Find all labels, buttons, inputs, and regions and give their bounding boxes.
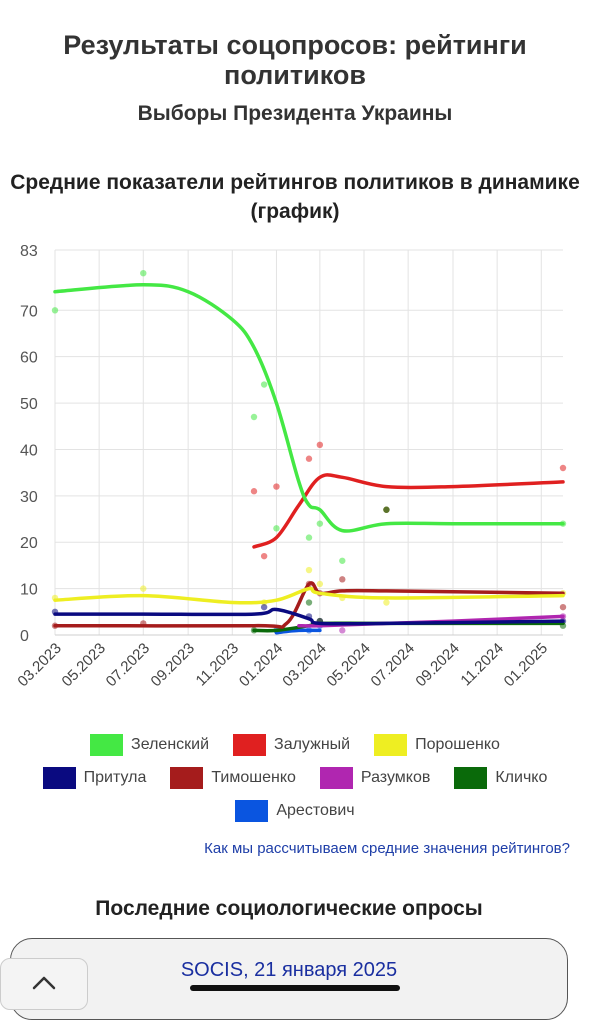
scroll-top-button[interactable] (0, 958, 88, 1010)
home-indicator (190, 985, 400, 991)
data-point (316, 580, 324, 588)
legend-label: Зеленский (131, 735, 210, 753)
series-line (274, 628, 322, 635)
x-tick-label: 05.2023 (59, 640, 109, 690)
x-tick-label: 09.2023 (148, 640, 198, 690)
data-point (250, 413, 258, 421)
legend-row: Арестович (0, 794, 590, 827)
x-tick-label: 09.2024 (412, 640, 462, 690)
legend-item[interactable]: Залужный (233, 733, 351, 756)
data-point (339, 627, 346, 634)
legend-item[interactable]: Арестович (235, 799, 355, 822)
data-point (305, 599, 313, 606)
legend-label: Залужный (274, 735, 351, 753)
legend-item[interactable]: Зеленский (90, 733, 210, 756)
x-tick-label: 03.2024 (279, 640, 329, 690)
y-tick-label: 10 (20, 582, 38, 599)
data-point (339, 576, 346, 583)
method-link[interactable]: Как мы рассчитываем средние значения рей… (204, 840, 570, 857)
latest-polls-title: Последние социологические опросы (95, 897, 483, 920)
legend-item[interactable]: Кличко (454, 766, 548, 789)
series-line (53, 586, 565, 605)
x-tick-label: 11.2024 (457, 640, 507, 690)
rating-line-chart: 0102030405060708303.202305.202307.202309… (14, 243, 567, 690)
data-point (305, 566, 313, 574)
x-tick-label: 01.2024 (236, 640, 286, 690)
cut-off-top-text (2, 0, 32, 4)
data-point (273, 483, 280, 490)
legend-item[interactable]: Притула (42, 766, 147, 789)
legend-item[interactable]: Тимошенко (170, 766, 296, 789)
legend-swatch (90, 733, 124, 756)
legend-label: Тимошенко (211, 768, 296, 786)
legend-label: Разумков (360, 768, 431, 786)
legend-row: Зеленский Залужный Порошенко (0, 728, 590, 761)
data-point (316, 520, 324, 527)
data-point (140, 269, 147, 277)
data-point (559, 603, 567, 611)
series-line (53, 581, 565, 629)
x-tick-label: 07.2024 (368, 640, 418, 690)
series-line (53, 283, 565, 533)
chart-section-title: Средние показатели рейтингов политиков в… (10, 171, 580, 223)
legend-label: Кличко (495, 768, 548, 786)
legend-item[interactable]: Разумков (319, 766, 431, 789)
legend-swatch (374, 733, 408, 756)
data-point (273, 525, 280, 532)
data-point (305, 534, 313, 541)
legend-label: Арестович (276, 801, 355, 819)
legend-swatch (235, 799, 269, 822)
series-line (53, 607, 565, 626)
page-subtitle: Выборы Президента Украины (137, 102, 453, 125)
data-point (316, 441, 324, 449)
data-point (383, 506, 390, 513)
latest-poll-link[interactable]: SOCIS, 21 января 2025 (180, 959, 398, 981)
y-tick-label: 30 (20, 489, 38, 506)
legend-swatch (454, 766, 488, 789)
legend-swatch (233, 733, 267, 756)
chevron-up-icon (32, 976, 56, 990)
legend-item[interactable]: Порошенко (374, 733, 500, 756)
series-line (252, 473, 565, 549)
data-point (559, 464, 567, 472)
data-point (339, 557, 346, 564)
data-point (250, 488, 258, 495)
x-tick-label: 05.2024 (323, 640, 373, 690)
legend-row: Притула Тимошенко Разумков Кличко (0, 761, 590, 794)
legend-label: Порошенко (415, 735, 500, 753)
data-point (260, 603, 268, 611)
y-tick-label: 40 (20, 442, 38, 459)
page-title: Результаты соцопросов: рейтинги политико… (63, 30, 527, 90)
x-tick-label: 07.2023 (103, 640, 153, 690)
y-tick-label: 20 (20, 535, 38, 552)
x-tick-label: 11.2023 (193, 640, 243, 690)
data-point (305, 455, 313, 462)
data-point (260, 552, 268, 560)
latest-poll-card[interactable]: SOCIS, 21 января 2025 (10, 938, 568, 1020)
y-tick-label: 70 (20, 303, 38, 320)
x-tick-label: 03.2023 (14, 640, 64, 690)
x-tick-label: 01.2025 (501, 640, 551, 690)
legend-swatch (170, 766, 204, 789)
data-point (140, 585, 147, 592)
data-point (383, 599, 390, 606)
legend-label: Притула (83, 768, 147, 786)
y-tick-label: 0 (20, 628, 29, 645)
data-point (260, 381, 268, 388)
legend-swatch (42, 766, 76, 789)
y-tick-label: 50 (20, 396, 38, 413)
data-point (51, 307, 59, 314)
chart-legend: Зеленский Залужный Порошенко Притула Тимошен… (0, 728, 590, 827)
y-tick-label: 83 (20, 243, 38, 260)
y-tick-label: 60 (20, 350, 38, 367)
legend-swatch (319, 766, 353, 789)
